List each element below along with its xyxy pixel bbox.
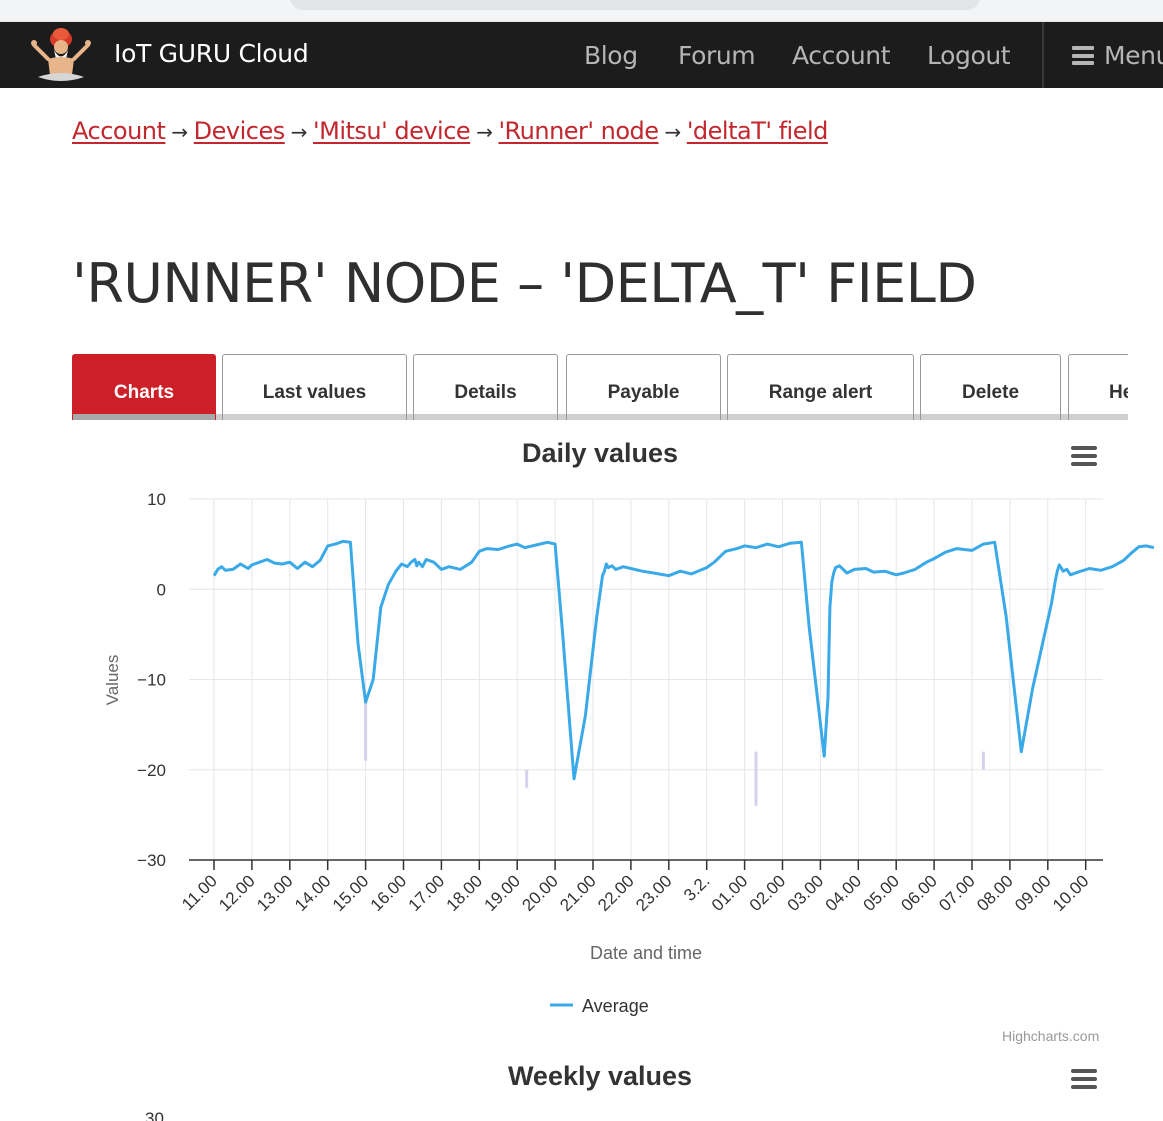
y-axis-title: Values xyxy=(103,655,122,706)
breadcrumb-account[interactable]: Account xyxy=(72,117,166,145)
weekly-chart-title: Weekly values xyxy=(507,1061,693,1091)
x-tick-label: 19.00 xyxy=(481,871,525,915)
x-tick-label: 08.00 xyxy=(973,871,1017,915)
page-title: 'RUNNER' NODE – 'DELTA_T' FIELD xyxy=(72,252,977,315)
y-tick-label: −10 xyxy=(137,671,166,690)
chart-axes: 10 0 −10 −20 −30 11.0012.0013.0014.0015.0016.… xyxy=(137,490,1103,915)
chart-title: Daily values xyxy=(521,438,679,468)
browser-top-strip xyxy=(0,0,1163,22)
x-tick-label: 02.00 xyxy=(746,871,790,915)
nav-link-blog[interactable]: Blog xyxy=(584,41,638,70)
x-tick-label: 18.00 xyxy=(443,871,487,915)
chart-grid xyxy=(189,498,1103,860)
x-tick-label: 14.00 xyxy=(291,871,335,915)
breadcrumb-separator: → xyxy=(290,120,308,144)
y-tick-label: −30 xyxy=(137,851,166,870)
tab-payable[interactable]: Payable xyxy=(566,354,721,420)
breadcrumb-devices[interactable]: Devices xyxy=(193,117,286,145)
tab-bar: Charts Last values Details Payable Range… xyxy=(72,353,1128,421)
hamburger-icon xyxy=(1072,46,1094,65)
y-tick-label: 0 xyxy=(157,580,166,599)
navbar-divider xyxy=(1042,22,1044,88)
y-tick-label: −20 xyxy=(137,761,166,780)
series-line-average xyxy=(212,539,1155,781)
weekly-chart-context-menu-button[interactable] xyxy=(1071,1069,1097,1091)
legend-label-average: Average xyxy=(582,996,649,1016)
x-tick-label: 20.00 xyxy=(518,871,562,915)
menu-label: Menu xyxy=(1104,41,1163,70)
x-tick-label: 21.00 xyxy=(556,871,600,915)
x-tick-label: 11.00 xyxy=(178,871,221,914)
x-tick-label: 01.00 xyxy=(708,871,752,915)
x-tick-label: 3.2. xyxy=(680,871,713,904)
breadcrumb-separator: → xyxy=(171,120,188,144)
weekly-y-tick: 30 xyxy=(145,1109,164,1121)
brand-name[interactable]: IoT GURU Cloud xyxy=(114,39,309,68)
chart-range-band xyxy=(364,697,985,806)
tab-details[interactable]: Details xyxy=(413,354,558,420)
x-tick-label: 12.00 xyxy=(215,871,259,915)
tab-payable-label: Payable xyxy=(607,382,680,403)
guru-logo-icon[interactable] xyxy=(26,25,96,85)
breadcrumb-field[interactable]: 'deltaT' field xyxy=(686,117,829,145)
x-tick-label: 22.00 xyxy=(594,871,638,915)
x-tick-label: 09.00 xyxy=(1011,871,1055,915)
highcharts-credits[interactable]: Highcharts.com xyxy=(1002,1028,1100,1044)
browser-address-pill[interactable] xyxy=(290,0,980,10)
x-tick-label: 13.00 xyxy=(253,871,297,915)
y-tick-label: 10 xyxy=(147,490,166,509)
nav-link-forum[interactable]: Forum xyxy=(678,41,756,70)
nav-link-account[interactable]: Account xyxy=(792,41,891,70)
x-tick-label: 05.00 xyxy=(860,871,904,915)
x-tick-label: 23.00 xyxy=(632,871,676,915)
breadcrumb: Account → Devices → 'Mitsu' device → 'Runner' … xyxy=(72,117,828,145)
chart-context-menu-button[interactable] xyxy=(1071,446,1097,468)
tab-charts-label: Charts xyxy=(113,382,175,403)
x-tick-label: 15.00 xyxy=(329,871,373,915)
tab-last-values-label: Last values xyxy=(262,382,367,403)
legend[interactable]: Average xyxy=(550,996,649,1016)
nav-link-logout[interactable]: Logout xyxy=(927,41,1011,70)
breadcrumb-node[interactable]: 'Runner' node xyxy=(498,117,659,145)
tab-delete[interactable]: Delete xyxy=(920,354,1061,420)
x-tick-label: 06.00 xyxy=(897,871,941,915)
x-tick-label: 17.00 xyxy=(405,871,449,915)
menu-button[interactable]: Menu xyxy=(1072,41,1163,70)
top-navbar: IoT GURU Cloud Blog Forum Account Logout… xyxy=(0,22,1163,88)
x-tick-label: 07.00 xyxy=(935,871,979,915)
tab-help[interactable]: He xyxy=(1068,354,1128,420)
x-tick-label: 10.00 xyxy=(1049,871,1093,915)
tab-range-alert[interactable]: Range alert xyxy=(727,354,914,420)
tab-last-values[interactable]: Last values xyxy=(222,354,407,420)
tab-delete-label: Delete xyxy=(961,382,1020,403)
tab-help-label: He xyxy=(1109,382,1128,403)
x-tick-label: 16.00 xyxy=(367,871,411,915)
x-tick-label: 03.00 xyxy=(784,871,828,915)
breadcrumb-device[interactable]: 'Mitsu' device xyxy=(313,117,471,145)
x-axis-title: Date and time xyxy=(590,943,702,963)
tab-charts[interactable]: Charts xyxy=(72,354,216,420)
breadcrumb-separator: → xyxy=(476,120,493,144)
x-tick-label: 04.00 xyxy=(822,871,866,915)
tab-range-alert-label: Range alert xyxy=(768,382,873,403)
tab-details-label: Details xyxy=(454,382,517,403)
breadcrumb-separator: → xyxy=(664,120,682,144)
